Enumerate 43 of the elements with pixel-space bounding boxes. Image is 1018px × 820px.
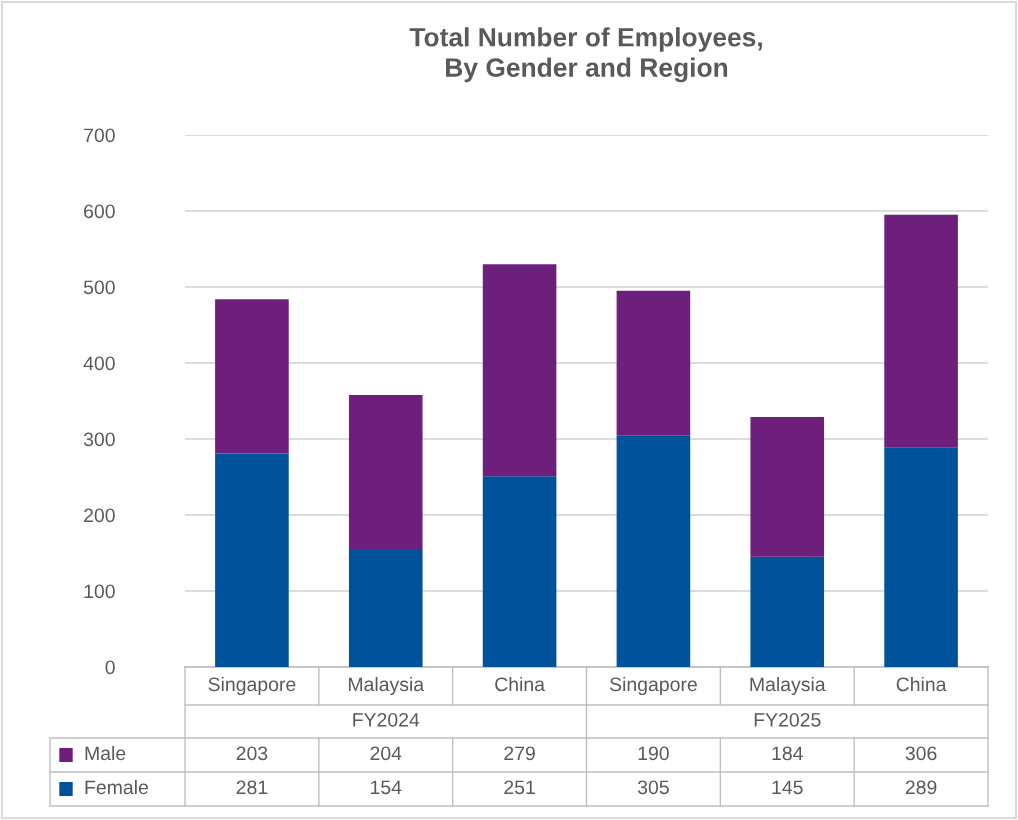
data-label: 279 — [504, 746, 535, 761]
x-tick-label: China — [896, 676, 947, 692]
data-label: 281 — [236, 780, 268, 795]
chart-title: Total Number of Employees, By Gender and Region — [409, 27, 762, 83]
data-label: 184 — [772, 746, 803, 761]
y-tick-label: 100 — [84, 584, 115, 599]
data-label: 203 — [236, 746, 268, 761]
bar — [616, 435, 691, 667]
data-label: 145 — [772, 780, 803, 795]
bar — [750, 556, 825, 667]
x-tick-label: Singapore — [208, 676, 296, 696]
text: FY2025 — [754, 712, 821, 727]
data-label: 289 — [905, 780, 937, 795]
y-tick-label: 0 — [105, 660, 115, 675]
y-tick-label: 200 — [84, 508, 115, 523]
legend-label: Female — [85, 779, 148, 795]
bar — [616, 290, 691, 436]
text: FY2024 — [353, 712, 420, 727]
data-label: 251 — [504, 780, 535, 795]
data-label: 154 — [371, 780, 402, 795]
x-tick-label: Malaysia — [348, 676, 425, 696]
y-tick-label: 600 — [84, 204, 115, 219]
bar — [348, 549, 423, 667]
y-tick-label: 400 — [83, 356, 115, 371]
y-tick-label: 700 — [84, 128, 115, 143]
bar — [215, 299, 289, 454]
data-label: 305 — [637, 780, 669, 795]
bar — [215, 453, 289, 667]
bar — [482, 264, 557, 477]
bar — [750, 416, 825, 557]
y-tick-label: 500 — [83, 280, 115, 295]
data-label: 306 — [905, 746, 937, 761]
bar — [884, 214, 958, 448]
y-tick-label: 300 — [83, 432, 115, 447]
x-tick-label: China — [495, 676, 545, 692]
bar — [348, 394, 423, 550]
data-label: 204 — [370, 746, 402, 761]
x-tick-label: Singapore — [609, 676, 697, 696]
x-tick-label: Malaysia — [750, 676, 826, 696]
bar — [884, 447, 958, 667]
legend-label: Male — [85, 745, 126, 761]
data-label: 190 — [638, 746, 669, 761]
bar — [482, 476, 557, 667]
